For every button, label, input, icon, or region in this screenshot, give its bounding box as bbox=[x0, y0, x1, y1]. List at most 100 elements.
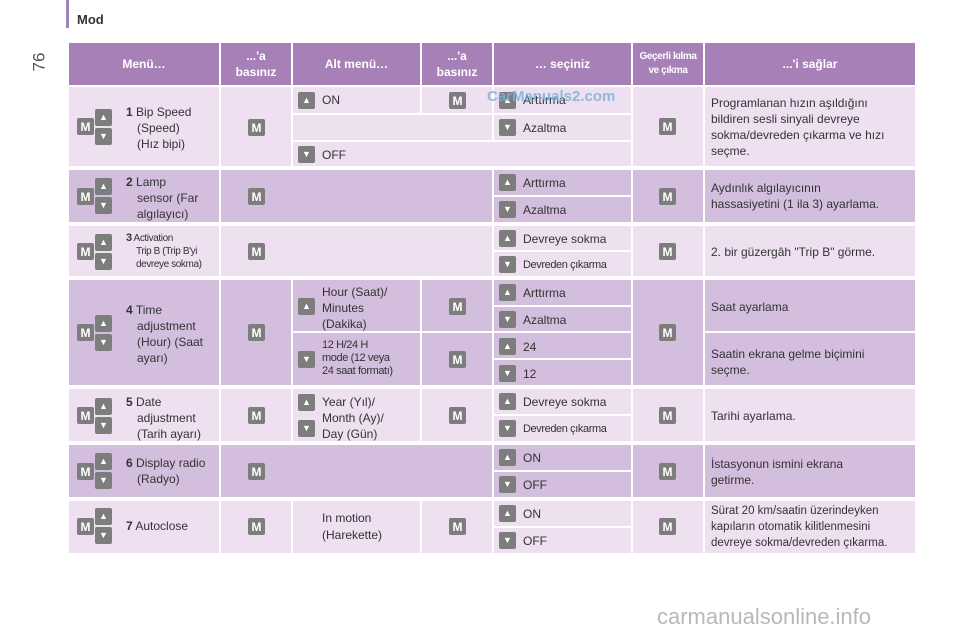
row4-desc2-l2: seçme. bbox=[711, 363, 750, 377]
row3-down-arrow-icon: ▼ bbox=[95, 253, 112, 270]
row5-m-button-icon: M bbox=[77, 407, 94, 424]
row7-desc-cell bbox=[705, 501, 915, 553]
row1-desc-l4: seçme. bbox=[711, 144, 750, 158]
row1-name-l3: (Hız bipi) bbox=[137, 137, 186, 151]
row2-num: 2 bbox=[126, 175, 133, 189]
row3-menu-cell bbox=[69, 226, 219, 276]
row1-menu-label: 1 Bip Speed (Speed) (Hız bipi) bbox=[126, 104, 218, 152]
row1-opt-down: Azaltma bbox=[523, 121, 567, 135]
row1-press1-m-icon: M bbox=[248, 119, 265, 136]
row5-sub-l2: Month (Ay)/ bbox=[322, 411, 384, 425]
watermark-top: CarManuals2.com bbox=[487, 88, 616, 105]
row1-num: 1 bbox=[126, 105, 133, 119]
row3-opt-down: Devreden çıkarma bbox=[523, 259, 607, 271]
row4-name-l4: ayarı) bbox=[137, 351, 168, 365]
row2-desc-l1: Aydınlık algılayıcının bbox=[711, 181, 821, 195]
row2-opt-down-icon: ▼ bbox=[499, 201, 516, 218]
row7-sub-cell bbox=[293, 501, 420, 553]
row7-up-arrow-icon: ▲ bbox=[95, 508, 112, 525]
row7-opt-down-icon: ▼ bbox=[499, 532, 516, 549]
row3-name-l2: Trip B (Trip B'yi bbox=[136, 246, 198, 257]
row7-confirm-m-icon: M bbox=[659, 518, 676, 535]
row4-opt2-up-icon: ▲ bbox=[499, 338, 516, 355]
row6-middle-cell bbox=[221, 445, 492, 497]
row5-num: 5 bbox=[126, 395, 133, 409]
row6-m-button-icon: M bbox=[77, 463, 94, 480]
row7-sub-label: In motion (Harekette) bbox=[322, 510, 418, 544]
row4-description-2: Saatin ekrana gelme biçimini seçme. bbox=[711, 346, 911, 378]
page-number: 76 bbox=[29, 52, 49, 72]
row4-up-arrow-icon: ▲ bbox=[95, 315, 112, 332]
row1-off-cell bbox=[293, 142, 631, 166]
row2-menu-label: 2 Lamp sensor (Far algılayıcı) bbox=[126, 174, 218, 222]
row1-on-up-icon: ▲ bbox=[298, 92, 315, 109]
header-press-1: ...'a basınız bbox=[221, 43, 291, 85]
row2-name-l2: sensor (Far bbox=[137, 191, 199, 205]
row5-sub-up-icon: ▲ bbox=[298, 394, 315, 411]
row3-opt-down-cell bbox=[494, 252, 631, 276]
row6-menu-cell bbox=[69, 445, 219, 497]
row3-name-l3: devreye sokma) bbox=[136, 259, 202, 270]
row1-desc-l3: sokma/devreden çıkarma ve hızı bbox=[711, 128, 885, 142]
row2-press1-m-icon: M bbox=[248, 188, 265, 205]
row2-opt-down-cell bbox=[494, 197, 631, 222]
row3-name-l1: Activation bbox=[133, 233, 174, 244]
row3-description: 2. bir güzergâh "Trip B" görme. bbox=[711, 245, 876, 259]
row7-opt-up-icon: ▲ bbox=[499, 505, 516, 522]
row4-press2a-m-icon: M bbox=[449, 298, 466, 315]
row6-description: İstasyonun ismini ekrana getirme. bbox=[711, 456, 911, 488]
row1-opt-up-icon: ▲ bbox=[499, 92, 516, 109]
row4-opt2-down-icon: ▼ bbox=[499, 365, 516, 382]
row6-opt-up: ON bbox=[523, 451, 541, 465]
row4-desc1-cell bbox=[705, 280, 915, 331]
row2-opt-up-icon: ▲ bbox=[499, 174, 516, 191]
row6-opt-down-cell bbox=[494, 472, 631, 497]
row5-opt-down: Devreden çıkarma bbox=[523, 423, 607, 435]
row5-sub-l1: Year (Yıl)/ bbox=[322, 395, 375, 409]
row1-desc-l1: Programlanan hızın aşıldığını bbox=[711, 96, 868, 110]
row1-off-down-icon: ▼ bbox=[298, 146, 315, 163]
row1-confirm-m-icon: M bbox=[659, 118, 676, 135]
row4-sub2-l2: mode (12 veya bbox=[322, 352, 390, 364]
row1-up-arrow-icon: ▲ bbox=[95, 109, 112, 126]
row1-opt-up: Arttırma bbox=[523, 93, 566, 107]
row2-up-arrow-icon: ▲ bbox=[95, 178, 112, 195]
header-menu: Menü… bbox=[69, 43, 219, 85]
row7-name-l1: Autoclose bbox=[135, 519, 189, 533]
row7-desc-l1: Sürat 20 km/saatin üzerindeyken bbox=[711, 505, 879, 517]
row3-menu-label: 3 Activation Trip B (Trip B'yi devreye s… bbox=[126, 232, 220, 271]
row4-sub2-label: 12 H/24 H mode (12 veya 24 saat formatı) bbox=[322, 339, 420, 378]
row7-down-arrow-icon: ▼ bbox=[95, 527, 112, 544]
row4-menu-cell bbox=[69, 280, 219, 385]
row6-up-arrow-icon: ▲ bbox=[95, 453, 112, 470]
row1-menu-cell bbox=[69, 87, 219, 166]
header-press-1-line1: ...'a bbox=[246, 49, 266, 63]
row6-opt-up-icon: ▲ bbox=[499, 449, 516, 466]
row5-confirm-m-icon: M bbox=[659, 407, 676, 424]
header-press-1-line2: basınız bbox=[235, 65, 277, 79]
row5-opt-down-cell bbox=[494, 416, 631, 441]
header-press-2-line1: ...'a bbox=[447, 49, 467, 63]
row4-sub1-l1: Hour (Saat)/ bbox=[322, 285, 388, 299]
row5-press1-m-icon: M bbox=[248, 407, 265, 424]
row5-press2-m-icon: M bbox=[449, 407, 466, 424]
row5-opt-up: Devreye sokma bbox=[523, 395, 607, 409]
row7-menu-label: 7 Autoclose bbox=[126, 518, 218, 534]
row5-menu-label: 5 Date adjustment (Tarih ayarı) bbox=[126, 394, 218, 442]
row2-desc-l2: hassasiyetini (1 ila 3) ayarlama. bbox=[711, 197, 880, 211]
row1-opt-down-cell bbox=[494, 115, 631, 140]
row7-opt-down: OFF bbox=[523, 534, 547, 548]
row4-down-arrow-icon: ▼ bbox=[95, 334, 112, 351]
row4-sub1-label: Hour (Saat)/ Minutes (Dakika) bbox=[322, 284, 418, 332]
row4-opt1-down: Azaltma bbox=[523, 313, 567, 327]
row4-desc2-cell bbox=[705, 333, 915, 385]
row7-opt-down-cell bbox=[494, 528, 631, 553]
header-confirm-line2: ve çıkma bbox=[648, 65, 688, 76]
row4-num: 4 bbox=[126, 303, 133, 317]
row1-sub-on: ON bbox=[322, 93, 340, 107]
row4-press1-m-icon: M bbox=[248, 324, 265, 341]
row1-opt-up-cell bbox=[494, 87, 631, 113]
row6-opt-down: OFF bbox=[523, 478, 547, 492]
row7-press1-m-icon: M bbox=[248, 518, 265, 535]
row6-desc-cell bbox=[705, 445, 915, 497]
